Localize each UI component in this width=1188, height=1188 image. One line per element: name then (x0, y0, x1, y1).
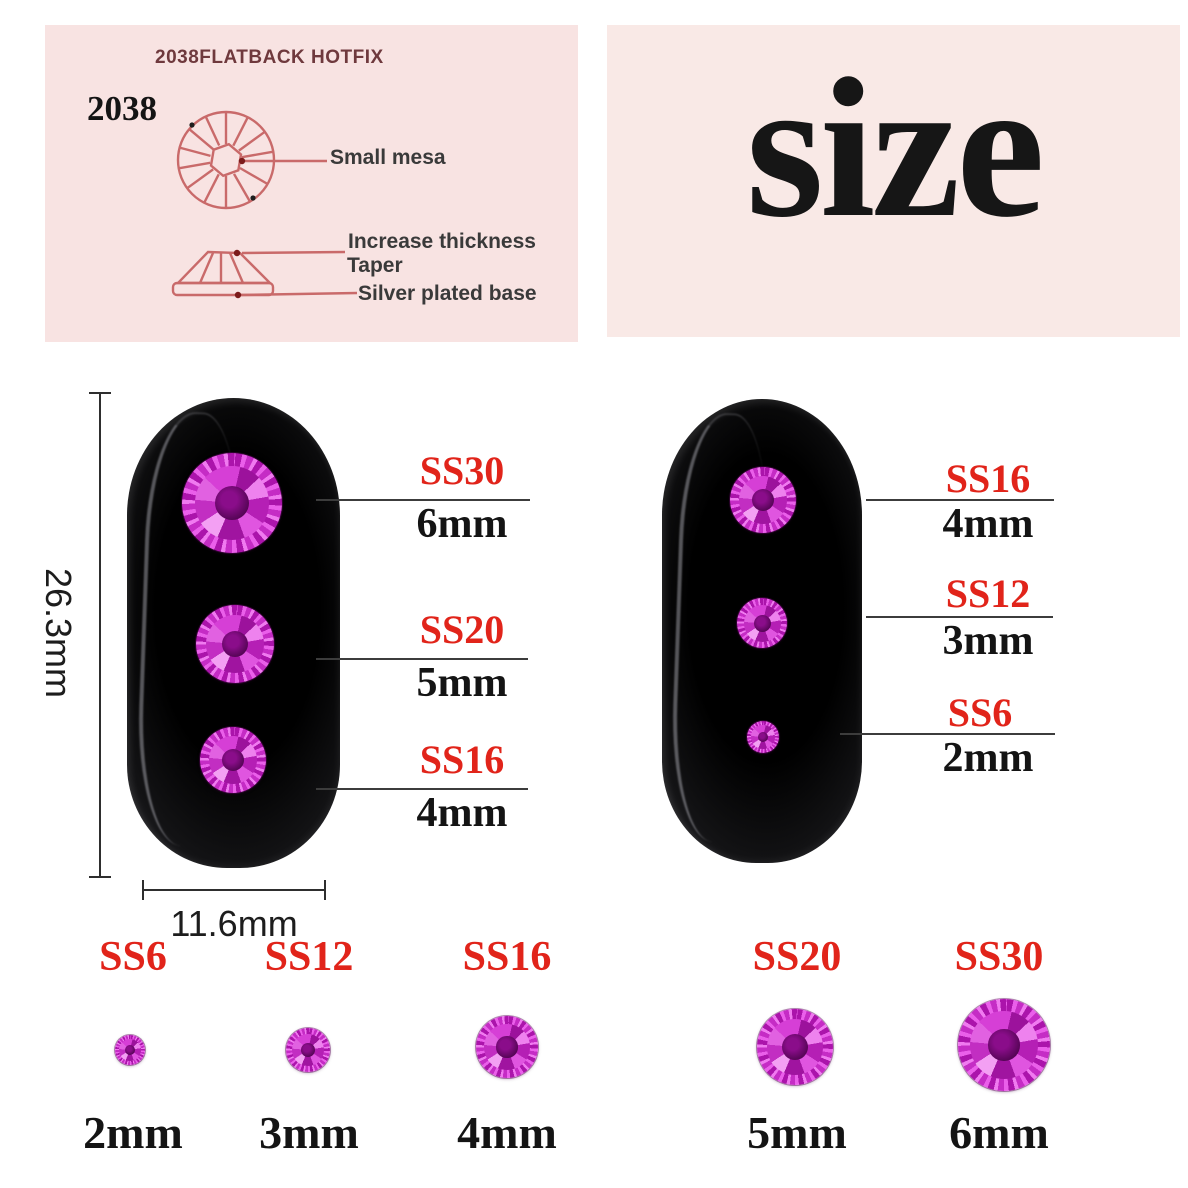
mm-size-label: 2mm (942, 735, 1034, 781)
scale-mm-label: 4mm (457, 1107, 557, 1158)
scale-mm-label: 5mm (747, 1107, 847, 1158)
scale-mm-label: 6mm (949, 1107, 1049, 1158)
rhinestone-ss20 (196, 605, 274, 683)
callout-small-mesa: Small mesa (330, 146, 446, 169)
scale-mm-label: 3mm (259, 1107, 359, 1158)
mm-size-label: 6mm (416, 501, 508, 547)
height-dimension-line (99, 393, 101, 878)
ss-size-label: SS16 (945, 456, 1031, 501)
nail-height-label: 26.3mm (38, 567, 79, 699)
scale-ss-label: SS30 (954, 934, 1044, 980)
scale-ss-label: SS12 (264, 934, 354, 980)
height-dim-cap-top (89, 392, 111, 394)
model-number: 2038 (87, 89, 157, 128)
callout-line (866, 616, 1053, 618)
width-dim-cap-right (324, 880, 326, 900)
ss-size-label: SS30 (419, 448, 505, 493)
rhinestone-ss12 (737, 598, 787, 648)
callout-line (316, 499, 530, 501)
callout-line (316, 788, 528, 790)
scale-ss-label: SS20 (752, 934, 842, 980)
ss-size-label: SS20 (419, 607, 505, 652)
mm-size-label: 3mm (942, 618, 1034, 664)
scale-gem-ss12 (286, 1028, 330, 1072)
size-heading: size (746, 38, 1045, 259)
rhinestone-ss16 (200, 727, 266, 793)
nail-width-label: 11.6mm (170, 903, 298, 944)
height-dim-cap-bottom (89, 876, 111, 878)
callout-line (316, 658, 528, 660)
width-dimension-line (143, 889, 325, 891)
scale-gem-ss6 (115, 1035, 145, 1065)
scale-ss-label: SS6 (99, 934, 167, 980)
scale-mm-label: 2mm (83, 1107, 183, 1158)
callout-line (866, 499, 1054, 501)
callout-silver-plated-base: Silver plated base (358, 282, 537, 305)
callout-taper: Taper (347, 254, 403, 277)
rhinestone-schematic (171, 110, 358, 299)
callout-increase-thickness: Increase thickness (348, 230, 536, 253)
mm-size-label: 5mm (416, 660, 508, 706)
mm-size-label: 4mm (416, 790, 508, 836)
rhinestone-ss16 (730, 467, 796, 533)
scale-gem-ss16 (476, 1016, 538, 1078)
mm-size-label: 4mm (942, 501, 1034, 547)
ss-size-label: SS16 (419, 737, 505, 782)
scale-ss-label: SS16 (462, 934, 552, 980)
callout-line (840, 733, 1055, 735)
product-spec-box: 2038FLATBACK HOTFIX 2038 Small mesa Incr… (45, 25, 578, 342)
scale-gem-ss20 (757, 1009, 833, 1085)
rhinestone-ss30 (182, 453, 282, 553)
size-heading-box: size (607, 25, 1180, 337)
width-dim-cap-left (142, 880, 144, 900)
spec-box-title: 2038FLATBACK HOTFIX (155, 47, 384, 68)
ss-size-label: SS6 (947, 690, 1013, 735)
ss-size-label: SS12 (945, 571, 1031, 616)
rhinestone-ss6 (747, 721, 779, 753)
scale-gem-ss30 (958, 999, 1050, 1091)
